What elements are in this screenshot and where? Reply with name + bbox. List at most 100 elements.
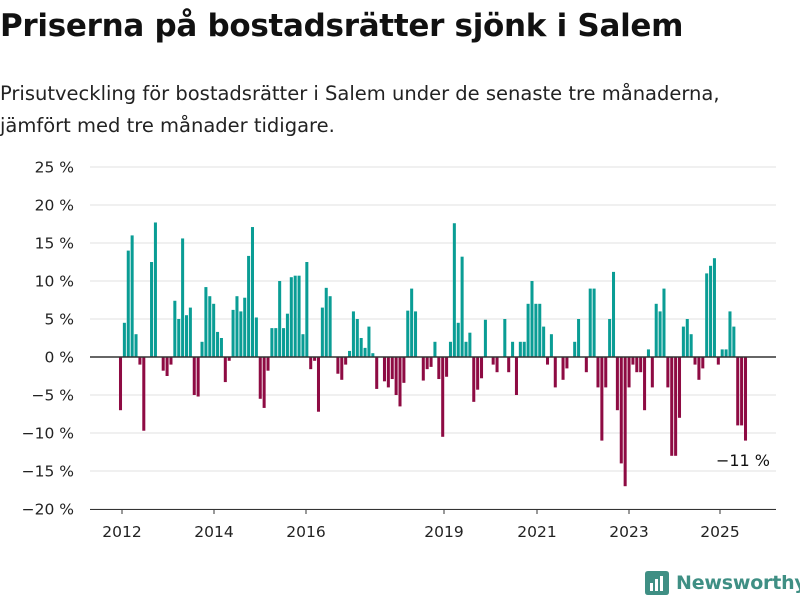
bar: [406, 310, 410, 357]
bar: [495, 357, 499, 373]
bar: [476, 357, 480, 390]
bar: [351, 311, 355, 357]
bar: [138, 357, 142, 365]
bar: [212, 303, 216, 357]
bar: [468, 332, 472, 357]
bar: [627, 357, 631, 388]
bar: [697, 357, 701, 380]
bar: [282, 328, 286, 357]
bar: [445, 357, 449, 377]
bar: [530, 281, 534, 357]
bar: [584, 357, 588, 373]
bar: [709, 265, 713, 357]
bar: [538, 303, 542, 357]
bar: [612, 271, 616, 357]
bar: [247, 255, 251, 357]
bar: [297, 275, 301, 357]
bar: [592, 288, 596, 357]
y-axis-labels: 25 % 20 % 15 % 10 % 5 % 0 % −5 % −10 % −15 % −20 …: [22, 159, 74, 519]
bar: [693, 357, 697, 365]
bar: [293, 275, 297, 357]
bar: [681, 326, 685, 357]
y-tick-label: −10 %: [22, 425, 74, 443]
bar: [425, 357, 429, 370]
bar: [623, 357, 627, 487]
bar: [223, 357, 227, 383]
bar: [398, 357, 402, 407]
bar: [480, 357, 484, 379]
bar: [118, 357, 123, 411]
bar: [235, 296, 239, 357]
bar: [181, 238, 185, 357]
bar: [724, 349, 728, 357]
bar: [254, 317, 258, 357]
bar: [511, 341, 515, 357]
bar: [390, 357, 394, 380]
x-axis-labels: 2012 2014 2016 2019 2021 2023 2025: [102, 509, 740, 541]
y-tick-label: 10 %: [35, 273, 74, 291]
bar: [522, 341, 526, 357]
bar: [654, 303, 658, 357]
bar: [344, 357, 348, 365]
x-tick-label-2025: 2025: [700, 523, 739, 541]
bar: [173, 300, 177, 357]
bar: [324, 287, 328, 357]
bar: [328, 296, 332, 357]
bar: [588, 288, 592, 357]
bar: [433, 341, 437, 357]
bar: [204, 287, 208, 357]
bar: [670, 357, 674, 456]
bar: [701, 357, 705, 369]
bar: [421, 357, 425, 381]
x-tick-label-2023: 2023: [609, 523, 648, 541]
bar: [736, 357, 740, 426]
last-value-annotation: −11 %: [716, 451, 770, 470]
bar: [313, 357, 317, 361]
bar: [134, 334, 138, 357]
newsworthy-logo: Newsworthy: [644, 568, 800, 598]
bar: [150, 262, 154, 357]
bar: [142, 357, 146, 431]
bar: [604, 357, 608, 388]
bar: [394, 357, 398, 395]
y-tick-label: −20 %: [22, 501, 74, 519]
y-tick-label: 0 %: [44, 349, 74, 367]
bar: [643, 357, 647, 411]
bar: [262, 357, 266, 408]
bar: [243, 297, 247, 357]
bar: [266, 357, 270, 371]
bar: [577, 319, 581, 357]
bar: [561, 357, 565, 380]
bar: [371, 353, 375, 357]
bar: [615, 357, 619, 411]
bar: [414, 311, 418, 357]
y-tick-label: 15 %: [35, 235, 74, 253]
bar: [639, 357, 643, 373]
bar: [169, 357, 173, 365]
bar: [320, 307, 324, 357]
bar: [600, 357, 604, 441]
bar: [716, 357, 720, 365]
bar: [608, 319, 612, 357]
bar: [677, 357, 682, 418]
bar: [662, 288, 666, 357]
bar: [219, 338, 223, 357]
x-tick-label-2021: 2021: [517, 523, 556, 541]
bar: [596, 357, 600, 388]
bar: [192, 357, 196, 395]
bar-series: [118, 222, 748, 487]
bar: [200, 341, 204, 357]
bar: [208, 296, 212, 357]
y-tick-label: −15 %: [22, 463, 74, 481]
bar: [437, 357, 441, 380]
bar: [456, 322, 460, 357]
bar: [165, 357, 169, 376]
chart-subtitle: Prisutveckling för bostadsrätter i Salem…: [0, 78, 800, 142]
y-tick-label: 5 %: [44, 311, 74, 329]
bar: [122, 322, 126, 357]
bar: [666, 357, 670, 388]
bar: [289, 277, 293, 357]
bar: [542, 326, 546, 357]
subtitle-line-1: Prisutveckling för bostadsrätter i Salem…: [0, 82, 720, 105]
bar: [573, 341, 577, 357]
